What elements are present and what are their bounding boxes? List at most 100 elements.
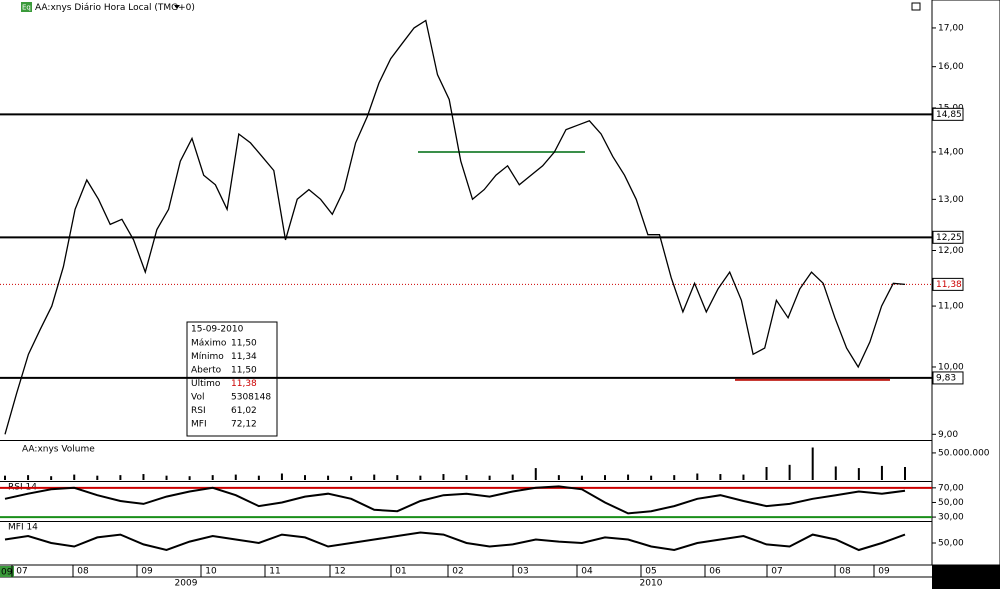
volume-bar [511,474,514,480]
y-tick-label: 17,00 [938,23,964,33]
panel-title: AA:xnys Volume [22,445,95,455]
volume-bar [119,475,122,480]
volume-bar [327,475,330,480]
x-tick-label: 09 [141,567,153,577]
y-tick-label: 50.000.000 [938,448,990,458]
y-tick-label: 10,00 [938,362,964,372]
volume-bar [257,475,260,480]
info-value: 11,38 [231,379,257,389]
volume-bar [557,475,560,480]
panel-title: MFI 14 [8,523,38,533]
icon[interactable] [21,2,32,12]
y-tick-label: 12,00 [938,246,964,256]
start-label: 09 [1,568,13,578]
volume-bar [4,475,6,480]
volume-bar [857,468,860,480]
volume-bar [880,465,883,480]
volume-bar [304,475,306,480]
volume-bar [50,476,53,480]
y-tick-label: 50,00 [938,498,964,508]
volume-bar [811,447,814,480]
x-tick-label: 09 [878,567,890,577]
volume-bar [396,475,399,480]
volume-bar [350,476,353,480]
info-value: 11,34 [231,352,257,362]
volume-bar [719,474,722,480]
x-tick-label: 07 [771,567,782,577]
x-tick-label: 01 [395,567,406,577]
series-line [4,531,906,552]
maximize[interactable] [911,2,921,11]
volume-bar [442,474,445,480]
info-key: Último [191,377,221,389]
level-box [932,277,964,291]
level-box [932,230,964,244]
volume-bar [280,473,283,480]
volume-bar [419,475,422,480]
volume-bar [96,475,99,480]
info-value: 5308148 [231,393,271,403]
level-box [932,107,964,121]
volume-bar [834,466,837,480]
info-key: Aberto [191,366,222,376]
x-tick-label: 04 [581,567,593,577]
dropdown[interactable] [174,5,180,9]
info-box: 15-09-2010 Máximo 11,50 Mínimo 11,34 Aberto 1… [186,321,278,437]
series-line [4,19,906,435]
volume-bar [765,467,768,480]
y-tick-label: 70,00 [938,483,964,493]
volume-bar [234,474,237,480]
info-key: Máximo [191,339,227,349]
info-value: 61,02 [231,406,257,416]
info-key: MFI [191,420,207,430]
y-tick-label: 9,00 [938,430,958,440]
y-tick-label: 30,00 [938,513,964,523]
volume-bar [604,475,606,480]
y-tick-label: 16,00 [938,62,964,72]
info-value: 11,50 [231,366,257,376]
year-label: 2009 [175,579,198,589]
start-box [0,566,14,577]
volume-bar [534,468,537,480]
volume-bar [27,475,30,480]
volume-bar [696,473,699,480]
volume-bar [904,467,906,480]
x-tick-label: 08 [77,567,89,577]
level-label: 9,83 [936,373,956,383]
info-value: 72,12 [231,420,257,430]
corner [932,565,1000,589]
volume-bar [142,474,145,480]
volume-bar [188,476,191,480]
x-tick-label: 03 [517,567,528,577]
volume-bar [373,474,376,480]
y-tick-label: 50,00 [938,539,964,549]
level-box [932,371,964,385]
x-tick-label: 06 [709,567,721,577]
info-key: Vol [191,393,204,403]
info-key: Mínimo [191,352,224,362]
volume-bar [165,475,168,480]
series-line [4,485,906,515]
y-tick-label: 11,00 [938,302,964,312]
volume-bar [650,475,653,480]
level-label: 14,85 [936,110,962,120]
chart-title: AA:xnys Diário Hora Local (TMG+0) [35,3,195,13]
volume-bar [580,475,583,480]
x-tick-label: 12 [334,567,345,577]
year-label: 2010 [640,579,663,589]
x-tick-label: 02 [452,567,463,577]
info-date: 15-09-2010 [191,325,244,335]
icon-label: Eq [22,4,31,12]
level-label: 12,25 [936,233,962,243]
volume-bar [673,475,676,480]
volume-bar [465,475,468,480]
x-tick-label: 08 [839,567,851,577]
y-tick-label: 14,00 [938,147,964,157]
level-label: 11,38 [936,280,962,290]
info-key: RSI [191,406,206,416]
x-tick-label: 05 [645,567,656,577]
volume-bar [211,475,214,480]
info-value: 11,50 [231,339,257,349]
